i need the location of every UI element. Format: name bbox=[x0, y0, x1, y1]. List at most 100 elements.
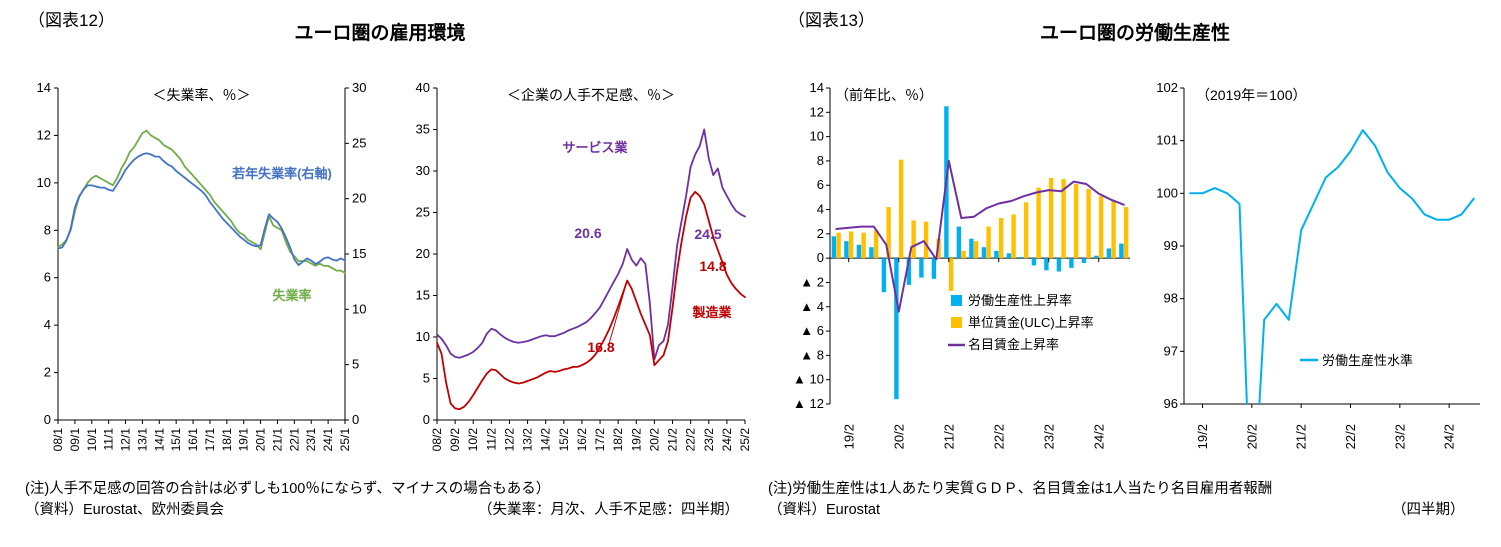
labor-shortage-chart: ＜企業の人手不足感、％＞ 0 5 10 15 20 25 30 35 40 08/2 09/2 10/2… bbox=[416, 80, 752, 452]
svg-text:4: 4 bbox=[44, 317, 51, 332]
svg-text:0: 0 bbox=[423, 412, 430, 427]
svg-text:（前年比、％）: （前年比、％） bbox=[835, 87, 933, 103]
svg-text:19/1: 19/1 bbox=[237, 428, 251, 452]
svg-text:09/1: 09/1 bbox=[68, 428, 82, 452]
svg-text:22/2: 22/2 bbox=[991, 424, 1006, 449]
svg-text:▲ 8: ▲ 8 bbox=[800, 347, 824, 362]
svg-text:11/2: 11/2 bbox=[484, 428, 498, 451]
svg-text:23/2: 23/2 bbox=[1041, 424, 1056, 449]
svg-text:24/2: 24/2 bbox=[1091, 424, 1106, 449]
svg-text:14: 14 bbox=[37, 80, 51, 95]
svg-text:20/2: 20/2 bbox=[1244, 424, 1259, 449]
svg-text:15: 15 bbox=[352, 246, 366, 261]
figure-12-frequency-note: （失業率：月次、人手不足感：四半期） bbox=[478, 502, 739, 518]
svg-text:21/2: 21/2 bbox=[941, 424, 956, 449]
svg-text:5: 5 bbox=[352, 357, 359, 372]
figure-13-frequency-note: （四半期） bbox=[1392, 502, 1465, 518]
svg-text:▲ 10: ▲ 10 bbox=[793, 372, 824, 387]
svg-text:25: 25 bbox=[352, 135, 366, 150]
svg-text:18/2: 18/2 bbox=[611, 428, 625, 452]
svg-text:8: 8 bbox=[817, 153, 824, 168]
svg-text:▲ 4: ▲ 4 bbox=[800, 299, 824, 314]
unemployment-rate-chart: ＜失業率、％＞ 0 2 4 6 8 10 12 14 0 5 10 15 20 25 30 08/1 09/1 10… bbox=[37, 80, 367, 452]
svg-text:08/1: 08/1 bbox=[51, 428, 65, 452]
svg-text:16/2: 16/2 bbox=[575, 428, 589, 452]
svg-text:25/1: 25/1 bbox=[338, 428, 352, 452]
svg-text:19/2: 19/2 bbox=[1195, 424, 1210, 449]
svg-text:101: 101 bbox=[1156, 133, 1178, 148]
svg-text:0: 0 bbox=[817, 250, 824, 265]
svg-text:14/2: 14/2 bbox=[539, 428, 553, 452]
svg-text:100: 100 bbox=[1156, 185, 1178, 200]
svg-text:22/2: 22/2 bbox=[1343, 424, 1358, 449]
svg-text:17/2: 17/2 bbox=[593, 428, 607, 452]
svg-text:20.6: 20.6 bbox=[574, 225, 601, 241]
svg-text:労働生産性上昇率: 労働生産性上昇率 bbox=[968, 293, 1072, 308]
svg-text:失業率: 失業率 bbox=[272, 288, 311, 303]
svg-text:6: 6 bbox=[44, 270, 51, 285]
svg-text:16/1: 16/1 bbox=[186, 428, 200, 452]
figure-13-title: ユーロ圏の労働生産性 bbox=[1039, 23, 1230, 44]
svg-text:20: 20 bbox=[416, 246, 430, 261]
figure-13-label: （図表13） bbox=[788, 11, 875, 30]
svg-text:23/1: 23/1 bbox=[304, 428, 318, 452]
svg-text:10: 10 bbox=[37, 175, 51, 190]
svg-text:15: 15 bbox=[416, 288, 430, 303]
svg-text:22/2: 22/2 bbox=[684, 428, 698, 452]
svg-text:製造業: 製造業 bbox=[691, 305, 732, 320]
svg-text:98: 98 bbox=[1164, 291, 1178, 306]
svg-text:若年失業率(右軸): 若年失業率(右軸) bbox=[231, 166, 332, 181]
svg-text:14.8: 14.8 bbox=[699, 258, 726, 274]
svg-text:22/1: 22/1 bbox=[287, 428, 301, 452]
svg-text:12/2: 12/2 bbox=[502, 428, 516, 452]
svg-text:40: 40 bbox=[416, 80, 430, 95]
svg-text:15/1: 15/1 bbox=[169, 428, 183, 452]
svg-text:102: 102 bbox=[1156, 80, 1178, 95]
svg-text:2: 2 bbox=[817, 226, 824, 241]
svg-text:14: 14 bbox=[810, 80, 824, 95]
svg-text:20/2: 20/2 bbox=[647, 428, 661, 452]
svg-text:23/2: 23/2 bbox=[702, 428, 716, 452]
svg-text:14/1: 14/1 bbox=[152, 428, 166, 452]
svg-text:19/2: 19/2 bbox=[841, 424, 856, 449]
figure-12-title: ユーロ圏の雇用環境 bbox=[294, 23, 466, 44]
svg-text:17/1: 17/1 bbox=[203, 428, 217, 452]
svg-text:12/1: 12/1 bbox=[119, 428, 133, 452]
svg-text:96: 96 bbox=[1164, 396, 1178, 411]
svg-text:13/2: 13/2 bbox=[521, 428, 535, 452]
svg-text:24.5: 24.5 bbox=[694, 226, 721, 242]
svg-text:8: 8 bbox=[44, 222, 51, 237]
figure-13-note: (注)労働生産性は1人あたり実質ＧＤＰ、名目賃金は1人当たり名目雇用者報酬 bbox=[768, 481, 1273, 497]
figure-12-label: （図表12） bbox=[28, 11, 115, 30]
svg-text:21/2: 21/2 bbox=[666, 428, 680, 452]
productivity-level-chart: （2019年＝100） 96 97 98 99 100 101 102 19/2 20/2 21/2… bbox=[1156, 80, 1480, 449]
svg-text:5: 5 bbox=[423, 371, 430, 386]
svg-text:99: 99 bbox=[1164, 238, 1178, 253]
svg-text:▲ 2: ▲ 2 bbox=[800, 274, 824, 289]
svg-text:20/1: 20/1 bbox=[254, 428, 268, 452]
svg-text:08/2: 08/2 bbox=[430, 428, 444, 452]
figure-13-source: （資料）Eurostat bbox=[768, 502, 880, 518]
svg-text:11/1: 11/1 bbox=[102, 428, 116, 451]
svg-text:0: 0 bbox=[352, 412, 359, 427]
figure-12-panel: （図表12） ユーロ圏の雇用環境 ＜失業率、％＞ 0 2 4 6 8 10 12 14 0 5 10 1… bbox=[25, 11, 752, 518]
figure-12-source: （資料）Eurostat、欧州委員会 bbox=[25, 502, 224, 518]
svg-text:12: 12 bbox=[37, 127, 51, 142]
svg-text:30: 30 bbox=[352, 80, 366, 95]
svg-text:サービス業: サービス業 bbox=[562, 140, 628, 155]
svg-text:16.8: 16.8 bbox=[587, 339, 614, 355]
svg-text:4: 4 bbox=[817, 202, 824, 217]
svg-text:単位賃金(ULC)上昇率: 単位賃金(ULC)上昇率 bbox=[968, 315, 1094, 330]
svg-text:13/1: 13/1 bbox=[135, 428, 149, 452]
svg-text:21/1: 21/1 bbox=[270, 428, 284, 452]
svg-text:25: 25 bbox=[416, 205, 430, 220]
svg-text:10/1: 10/1 bbox=[85, 428, 99, 452]
svg-text:18/1: 18/1 bbox=[220, 428, 234, 452]
svg-text:97: 97 bbox=[1164, 343, 1178, 358]
svg-text:35: 35 bbox=[416, 122, 430, 137]
svg-text:労働生産性水準: 労働生産性水準 bbox=[1322, 353, 1413, 368]
svg-text:20: 20 bbox=[352, 191, 366, 206]
productivity-growth-chart: （前年比、％） 14 12 10 8 6 4 2 0 ▲ 2 ▲ 4 ▲ 6 ▲ 8 ▲ 10 ▲ 12 19… bbox=[793, 80, 1131, 449]
svg-text:19/2: 19/2 bbox=[629, 428, 643, 452]
